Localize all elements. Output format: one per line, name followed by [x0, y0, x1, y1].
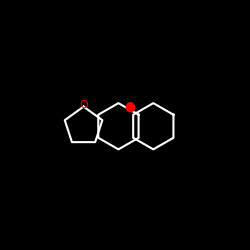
Text: O: O [126, 102, 134, 112]
Text: O: O [79, 100, 88, 110]
